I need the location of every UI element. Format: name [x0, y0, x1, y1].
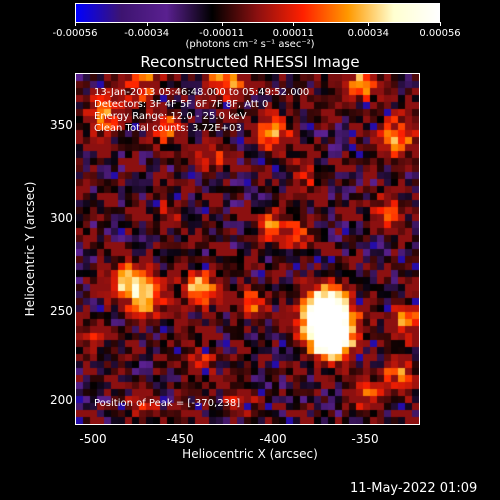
x-tick-label: -450	[166, 432, 194, 446]
colorbar-tick-label: 0.00034	[347, 28, 389, 39]
info-total-counts: Clean Total counts: 3.72E+03	[94, 123, 242, 134]
colorbar	[75, 3, 440, 23]
y-tick-label: 350	[50, 118, 73, 132]
y-axis-label: Heliocentric Y (arcsec)	[23, 181, 37, 317]
colorbar-tick-mark	[293, 22, 295, 26]
y-tick-label: 300	[50, 211, 73, 225]
x-axis-label: Heliocentric X (arcsec)	[182, 447, 318, 461]
y-tick-label: 250	[50, 304, 73, 318]
colorbar-tick-mark	[368, 22, 370, 26]
colorbar-tick-mark	[221, 22, 223, 26]
colorbar-tick-mark	[440, 22, 441, 26]
plot-area	[75, 73, 420, 425]
info-energy-range: Energy Range: 12.0 - 25.0 keV	[94, 111, 247, 122]
peak-position: Position of Peak = [-370,238]	[94, 398, 241, 409]
colorbar-tick-mark	[75, 22, 76, 26]
heatmap-image	[76, 74, 419, 424]
colorbar-units: (photons cm⁻² s⁻¹ asec⁻²)	[185, 39, 315, 50]
colorbar-tick-label: -0.00011	[199, 28, 245, 39]
plot-title: Reconstructed RHESSI Image	[140, 53, 360, 71]
x-tick-label: -350	[351, 432, 379, 446]
y-tick-label: 200	[50, 393, 73, 407]
footer-timestamp: 11-May-2022 01:09	[350, 481, 478, 496]
colorbar-tick-mark	[146, 22, 148, 26]
x-tick-label: -500	[79, 432, 107, 446]
info-time-range: 13-Jan-2013 05:46:48.000 to 05:49:52.000	[94, 87, 310, 98]
info-detectors: Detectors: 3F 4F 5F 6F 7F 8F, Att 0	[94, 99, 269, 110]
colorbar-tick-label: -0.00056	[52, 28, 98, 39]
colorbar-tick-label: 0.00011	[272, 28, 315, 39]
colorbar-tick-label: -0.00034	[124, 28, 170, 39]
colorbar-tick-label: 0.00056	[419, 28, 461, 39]
x-tick-label: -400	[259, 432, 287, 446]
